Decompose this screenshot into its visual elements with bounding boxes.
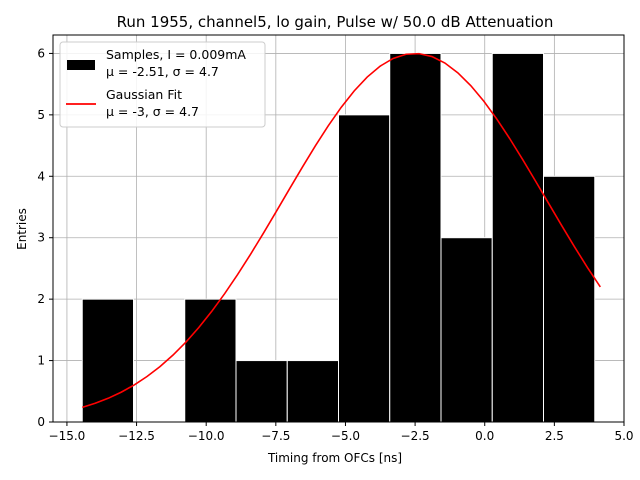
histogram-bar-3: [235, 360, 288, 423]
y-tick-label-2: 2: [37, 292, 45, 306]
x-axis: −15.0 −12.5 −10.0 −7.5 −5.0 −2.5 0.0 2.5 5.0: [49, 422, 634, 443]
histogram-bar-0: [81, 298, 134, 423]
legend-label-fit-line1: Gaussian Fit: [106, 87, 182, 102]
legend-swatch-samples: [67, 60, 95, 70]
histogram-bars: [81, 52, 596, 423]
legend-label-samples-line1: Samples, I = 0.009mA: [106, 47, 246, 62]
histogram-bar-2: [184, 298, 237, 423]
plot-frame: [52, 34, 625, 423]
histogram-bar-9: [543, 175, 596, 423]
x-tick-label-3: −7.5: [261, 429, 290, 443]
histogram-bar-7: [440, 237, 493, 423]
histogram-bar-6: [389, 52, 442, 423]
x-tick-label-1: −12.5: [118, 429, 155, 443]
x-tick-label-5: −2.5: [401, 429, 430, 443]
legend: Samples, I = 0.009mA μ = -2.51, σ = 4.7 …: [59, 41, 266, 128]
y-tick-label-6: 6: [37, 46, 45, 60]
y-tick-label-0: 0: [37, 415, 45, 429]
x-axis-label: Timing from OFCs [ns]: [267, 451, 402, 465]
y-tick-label-3: 3: [37, 231, 45, 245]
x-tick-label-0: −15.0: [49, 429, 86, 443]
y-tick-label-1: 1: [37, 354, 45, 368]
histogram-bar-5: [338, 114, 391, 423]
histogram-bar-8: [491, 52, 545, 423]
fit-curve-layer: [82, 52, 601, 409]
legend-label-samples-line2: μ = -2.51, σ = 4.7: [106, 64, 219, 79]
x-tick-label-6: 0.0: [475, 429, 494, 443]
x-tick-label-8: 5.0: [614, 429, 633, 443]
x-tick-label-7: 2.5: [545, 429, 564, 443]
gaussian-fit-curve: [82, 52, 601, 409]
chart-title: Run 1955, channel5, lo gain, Pulse w/ 50…: [117, 13, 554, 31]
x-tick-label-4: −5.0: [331, 429, 360, 443]
y-tick-label-5: 5: [37, 108, 45, 122]
y-axis-label: Entries: [15, 208, 29, 250]
x-tick-label-2: −10.0: [188, 429, 225, 443]
legend-box: [59, 41, 266, 128]
legend-label-fit-line2: μ = -3, σ = 4.7: [106, 104, 199, 119]
y-axis: 0 1 2 3 4 5 6: [37, 46, 53, 429]
histogram-bar-4: [286, 360, 339, 423]
y-tick-label-4: 4: [37, 169, 45, 183]
